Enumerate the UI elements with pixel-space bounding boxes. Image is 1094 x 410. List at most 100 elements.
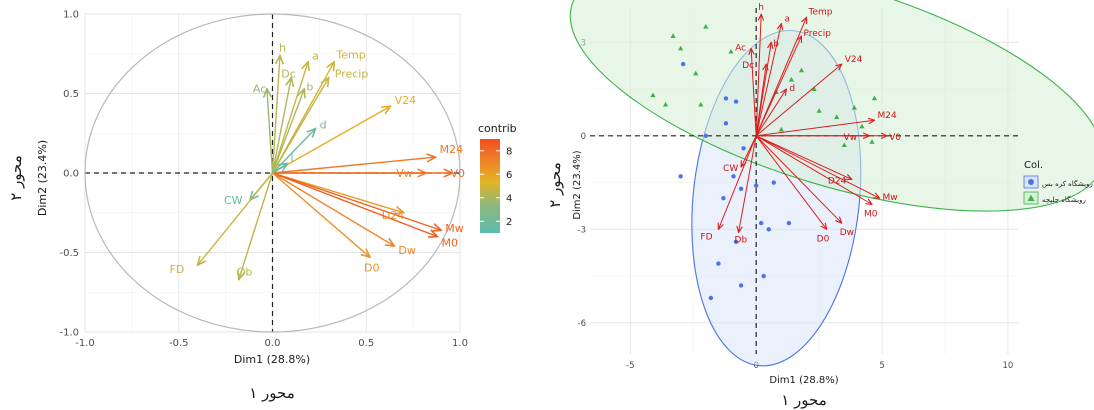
right-y-tick-label: -6 [578, 319, 586, 329]
left-arrow-dc [271, 78, 292, 174]
ellipse-group2 [569, 0, 1094, 212]
right-arrow-label-h: h [758, 3, 764, 13]
right-x-axis-title-persian: محور ۱ [781, 391, 827, 409]
right-arrow-label-m24: M24 [877, 111, 896, 121]
point-group1 [703, 133, 709, 139]
right-arrow-a [755, 24, 781, 136]
right-arrow-label-d0: D0 [817, 234, 830, 244]
left-y-axis-title: Dim2 (23.4%) [36, 140, 49, 216]
right-variable-arrows: Temp h a Precip Ac b Dc V24 d M24 Vw V0 CW D24 Mw M0 Dw D… [700, 3, 901, 245]
right-arrow-ac [751, 49, 757, 136]
right-x-axis-title: Dim1 (28.8%) [769, 375, 838, 386]
right-x-tick-label: 5 [879, 361, 884, 371]
left-tick-labels: -1.0 -0.5 0.0 0.5 1.0 1.0 0.5 0.0 -0.5 -1.0 [59, 10, 467, 350]
point-group1 [738, 283, 744, 288]
right-arrow-label-fd: FD [700, 232, 712, 242]
point-group2 [859, 123, 865, 129]
left-arrow-label-precip: Precip [335, 68, 369, 81]
left-x-tick-label: 0.0 [265, 338, 281, 349]
right-arrow-label-cw: CW [723, 164, 738, 174]
point-group1 [766, 227, 771, 232]
point-group2 [841, 142, 847, 148]
left-arrow-m0 [272, 172, 438, 237]
group-legend: Col. رویشگاه کره بس رویشگاه چلیچه [1023, 160, 1093, 205]
point-group1 [759, 220, 764, 226]
left-y-tick-label: -0.5 [59, 248, 79, 259]
left-arrow-label-mw: Mw [445, 222, 464, 235]
left-arrow-d0 [272, 172, 371, 257]
right-arrow-label-dw: Dw [840, 228, 854, 238]
right-arrow-d0 [755, 135, 826, 230]
right-y-axis-title-persian: محور ۲ [546, 162, 564, 208]
right-arrow-m24 [756, 120, 874, 137]
right-arrow-h [755, 14, 761, 136]
point-group2 [728, 48, 734, 54]
left-arrow-label-d0: D0 [364, 261, 379, 274]
left-x-axis-title-persian: محور ۱ [249, 384, 295, 402]
point-group2 [811, 86, 817, 91]
left-panel-correlation-circle: -1.0 -0.5 0.0 0.5 1.0 1.0 0.5 0.0 -0.5 -1.0 Temp h… [7, 10, 517, 403]
right-y-tick-label: 0 [581, 132, 586, 142]
right-arrow-label-temp: Temp [808, 7, 833, 17]
left-x-tick-label: 0.5 [358, 338, 374, 349]
left-correlation-circle [84, 13, 461, 333]
right-arrow-label-d: d [789, 84, 795, 94]
right-arrow-precip [755, 36, 801, 137]
left-arrow-h [271, 55, 281, 174]
left-arrow-fd [198, 172, 274, 265]
right-arrow-label-dc: Dc [742, 61, 754, 71]
point-group2 [869, 139, 875, 144]
left-arrow-l [272, 163, 288, 174]
left-y-tick-label: 0.0 [63, 169, 79, 180]
left-arrow-label-l: l [291, 151, 294, 164]
contrib-tick-label: 6 [506, 170, 512, 181]
point-group2 [698, 101, 704, 107]
point-group1 [786, 220, 792, 226]
point-group2 [662, 101, 669, 107]
left-arrow-label-ob: Ob [237, 266, 253, 279]
left-arrow-v24 [272, 106, 391, 174]
right-x-tick-label: 10 [1003, 361, 1014, 371]
contrib-tick-label: 4 [506, 193, 512, 204]
right-panel-biplot: -5051030-3-6 TemphaPrecipAcbDcV24dM24VwV… [546, 0, 1094, 409]
right-arrow-d [755, 89, 786, 137]
point-group2 [871, 95, 878, 101]
point-group1 [723, 96, 729, 101]
left-arrow-dw [272, 172, 395, 246]
left-arrow-label-b: b [306, 81, 313, 94]
point-group1 [753, 183, 759, 188]
point-group2 [834, 114, 840, 119]
left-arrow-label-ac: Ac [253, 83, 266, 96]
contrib-legend: contrib 8 6 4 2 [478, 122, 517, 233]
contrib-legend-title: contrib [478, 122, 517, 135]
left-arrow-d24 [272, 172, 404, 213]
left-arrow-ob [239, 172, 274, 280]
right-arrow-label-v24: V24 [845, 55, 863, 65]
left-x-tick-label: -0.5 [169, 338, 189, 349]
left-arrow-b [271, 89, 305, 174]
point-group2 [703, 23, 709, 29]
contrib-tick-label: 2 [506, 217, 512, 228]
point-group1 [716, 261, 721, 266]
left-arrow-label-a: a [312, 50, 319, 63]
point-group1 [678, 174, 683, 179]
right-arrow-label-a: a [784, 15, 790, 25]
legend-marker-group2 [1027, 194, 1035, 201]
right-arrow-d24 [755, 135, 852, 180]
point-group1 [761, 273, 766, 279]
point-group1 [680, 61, 686, 67]
point-group2 [670, 33, 676, 38]
left-arrow-label-v0: V0 [451, 167, 466, 180]
left-arrow-label-cw: CW [224, 194, 243, 207]
contrib-color-bar [480, 139, 500, 233]
point-group1 [721, 195, 726, 201]
point-group1 [741, 146, 746, 151]
point-group2 [693, 70, 699, 76]
point-group2 [788, 76, 795, 82]
group-legend-title: Col. [1024, 160, 1043, 171]
left-arrow-label-m0: M0 [442, 237, 459, 250]
right-y-axis-title: Dim2 (23.4%) [572, 150, 583, 219]
point-group2 [678, 45, 684, 51]
left-arrow-label-temp: Temp [335, 49, 365, 62]
